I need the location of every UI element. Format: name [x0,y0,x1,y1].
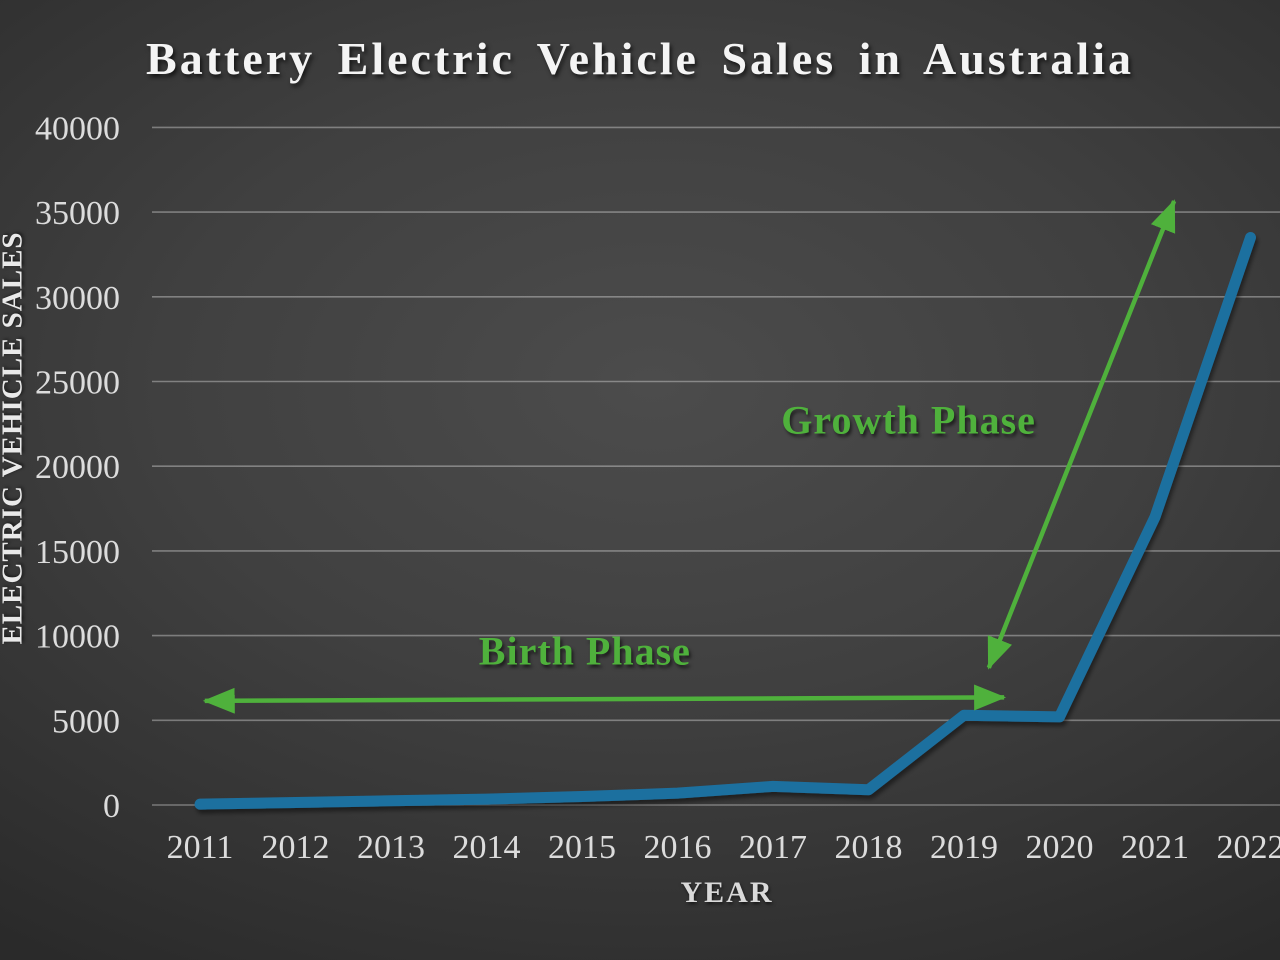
growth-phase-label: Growth Phase [781,397,1036,443]
chart-title: Battery Electric Vehicle Sales in Austra… [146,33,1134,84]
x-tick-label: 2013 [357,829,425,866]
y-axis-title: ELECTRIC VEHICLE SALES [0,231,29,645]
x-tick-label: 2011 [167,829,234,866]
growth-phase-arrow [986,199,1177,670]
y-tick-label: 15000 [35,534,120,571]
x-tick-label: 2014 [453,829,521,866]
x-axis-title: YEAR [680,876,774,909]
x-tick-label: 2018 [835,829,903,866]
y-tick-label: 30000 [35,280,120,317]
x-tick-label: 2012 [262,829,330,866]
y-tick-label: 20000 [35,449,120,486]
sales-line [194,232,1256,810]
birth-phase-arrow [202,684,1007,714]
x-tick-label: 2017 [739,829,807,866]
x-tick-label: 2020 [1026,829,1094,866]
y-tick-label: 10000 [35,619,120,656]
birth-phase-label: Birth Phase [478,628,691,674]
x-tick-label: 2021 [1121,829,1189,866]
x-tick-label: 2022 [1217,829,1280,866]
x-tick-label: 2016 [644,829,712,866]
y-tick-label: 25000 [35,365,120,402]
x-tick-label: 2015 [548,829,616,866]
y-tick-label: 35000 [35,195,120,232]
x-tick-label: 2019 [930,829,998,866]
y-tick-label: 40000 [35,110,120,147]
y-tick-label: 5000 [52,703,120,740]
y-tick-label: 0 [103,788,120,825]
